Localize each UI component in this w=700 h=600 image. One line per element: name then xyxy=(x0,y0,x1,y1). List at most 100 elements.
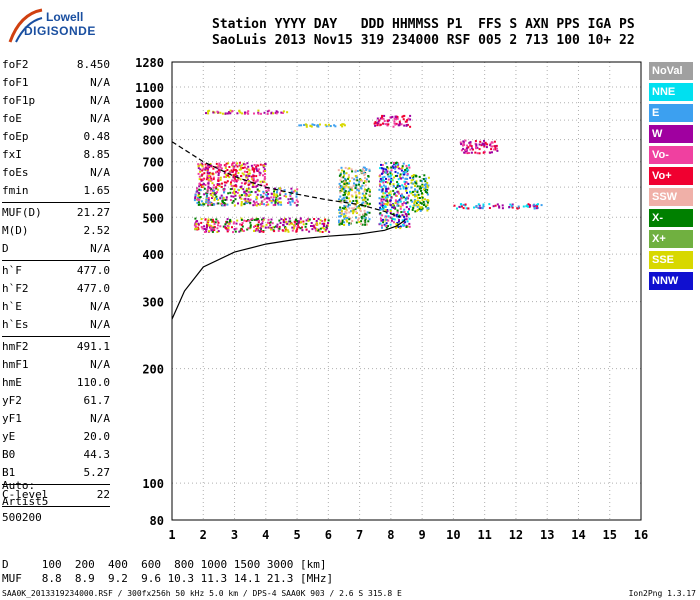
echo-point xyxy=(255,201,258,204)
echo-point xyxy=(297,220,300,223)
echo-point xyxy=(309,124,312,127)
echo-point xyxy=(401,214,404,217)
echo-point xyxy=(232,222,235,225)
echo-point xyxy=(481,142,484,145)
echo-point xyxy=(380,198,383,201)
echo-point xyxy=(272,196,275,199)
echo-point xyxy=(460,143,463,146)
param-name: yF1 xyxy=(2,412,22,425)
echo-point xyxy=(231,165,234,168)
echo-point xyxy=(255,165,258,168)
echo-point xyxy=(299,217,302,220)
x-tick-label: 16 xyxy=(634,528,648,542)
x-tick-label: 2 xyxy=(200,528,207,542)
echo-point xyxy=(233,228,236,231)
echo-point xyxy=(225,181,228,184)
echo-point xyxy=(381,164,384,166)
echo-point xyxy=(305,228,308,231)
echo-point xyxy=(221,204,224,207)
echo-point xyxy=(207,164,210,166)
echo-point xyxy=(341,221,344,224)
echo-point xyxy=(462,140,465,143)
echo-point xyxy=(385,181,387,183)
echo-point xyxy=(283,189,286,192)
echo-point xyxy=(334,125,337,128)
echo-point xyxy=(348,182,350,185)
echo-point xyxy=(415,180,418,183)
echo-point xyxy=(347,205,350,208)
echo-point xyxy=(402,173,405,176)
echo-point xyxy=(253,169,256,172)
echo-point xyxy=(261,218,263,221)
echo-point xyxy=(246,200,249,203)
echo-point xyxy=(240,194,243,197)
echo-point xyxy=(358,205,360,208)
echo-point xyxy=(401,219,404,222)
echo-point xyxy=(233,177,236,180)
echo-point xyxy=(394,165,397,168)
echo-point xyxy=(235,171,237,174)
echo-point xyxy=(414,210,417,213)
echo-point xyxy=(255,223,258,226)
echo-point xyxy=(262,170,265,173)
echo-point xyxy=(409,176,412,179)
echo-point xyxy=(377,120,380,123)
echo-point xyxy=(262,218,265,221)
echo-point xyxy=(193,199,196,202)
echo-point xyxy=(396,181,399,184)
echo-point xyxy=(251,178,254,180)
echo-point xyxy=(416,199,419,202)
echo-point xyxy=(406,119,409,122)
param-row: foEs N/A xyxy=(2,164,110,182)
echo-point xyxy=(199,184,202,186)
echo-point xyxy=(478,143,481,146)
echo-point xyxy=(396,203,399,206)
echo-point xyxy=(366,223,368,226)
echo-point xyxy=(271,222,274,225)
echo-point xyxy=(201,183,204,186)
echo-point xyxy=(474,140,477,142)
echo-point xyxy=(341,207,344,210)
echo-point xyxy=(327,219,330,222)
echo-point xyxy=(392,125,395,128)
echo-point xyxy=(207,110,209,113)
echo-point xyxy=(342,187,345,190)
echo-point xyxy=(262,192,265,195)
echo-point xyxy=(424,183,427,186)
echo-point xyxy=(196,187,199,190)
echo-point xyxy=(338,221,340,224)
echo-point xyxy=(421,196,424,199)
echo-point xyxy=(393,163,396,165)
echo-point xyxy=(403,222,405,225)
echo-point xyxy=(358,191,361,194)
echo-point xyxy=(264,163,267,166)
echo-point xyxy=(203,172,206,175)
echo-point xyxy=(205,167,208,170)
echo-point xyxy=(420,187,423,190)
echo-point xyxy=(376,117,379,120)
echo-point xyxy=(493,140,496,143)
logo-text-digisonde: DIGISONDE xyxy=(24,24,96,38)
echo-point xyxy=(200,162,203,165)
param-name: MUF(D) xyxy=(2,206,42,219)
echo-point xyxy=(227,225,230,228)
echo-point xyxy=(339,195,342,198)
echo-point xyxy=(242,188,245,191)
echo-point xyxy=(394,170,397,173)
echo-point xyxy=(208,166,211,169)
echo-point xyxy=(256,188,259,191)
echo-point xyxy=(224,199,227,201)
echo-point xyxy=(321,222,324,225)
param-row: h`E N/A xyxy=(2,298,110,316)
echo-point xyxy=(232,200,235,202)
echo-point xyxy=(289,203,292,206)
echo-point xyxy=(205,226,208,229)
echo-point xyxy=(244,202,247,204)
echo-point xyxy=(420,206,423,209)
echo-point xyxy=(340,180,343,183)
echo-point xyxy=(262,166,265,169)
echo-point xyxy=(243,192,246,195)
echo-point xyxy=(267,226,270,229)
echo-point xyxy=(516,207,519,210)
echo-point xyxy=(240,217,243,220)
